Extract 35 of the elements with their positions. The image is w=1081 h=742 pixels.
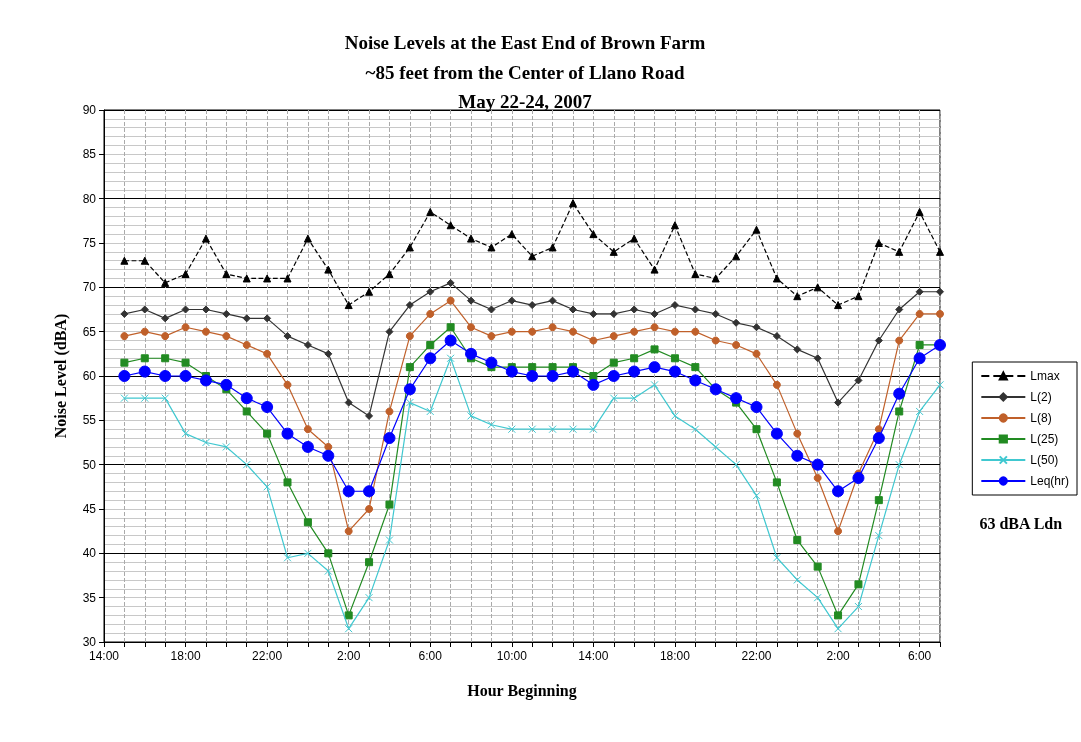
y-tick-label: 45	[82, 502, 97, 516]
legend-label: Lmax	[1030, 369, 1060, 383]
y-tick-label: 35	[82, 590, 97, 605]
y-tick-label: 30	[82, 635, 97, 649]
x-tick-label: 2:00	[826, 649, 851, 663]
x-tick-label: 14:00	[578, 649, 609, 663]
x-tick-label: 18:00	[170, 649, 201, 663]
y-axis-title: Noise Level (dBA)	[51, 313, 70, 439]
x-tick-label: 6:00	[907, 649, 932, 663]
chart-subtitle: ~85 feet from the Center of Llano Road May 22-24, 2007	[365, 62, 685, 112]
y-tick-label: 85	[82, 147, 97, 162]
y-tick-label: 75	[82, 236, 97, 250]
x-tick-label: 10:00	[496, 649, 528, 663]
y-tick-label: 55	[82, 413, 97, 428]
x-tick-label: 14:00	[88, 649, 120, 663]
legend-label: Leq(hr)	[1030, 474, 1069, 488]
y-tick-label: 50	[82, 457, 97, 472]
y-tick-label: 65	[82, 324, 97, 339]
legend-label: L(25)	[1030, 432, 1059, 446]
chart-title: Noise Levels at the East End of Brown Farm	[344, 32, 706, 53]
legend-label: L(2)	[1030, 390, 1052, 404]
x-tick-label: 2:00	[337, 649, 361, 663]
x-axis-title: Hour Beginning	[467, 681, 577, 700]
y-tick-label: 90	[82, 103, 97, 117]
x-tick-label: 18:00	[659, 649, 691, 663]
x-tick-label: 22:00	[252, 649, 283, 663]
y-tick-label: 70	[82, 280, 97, 295]
legend-label: L(50)	[1030, 453, 1059, 467]
x-tick-label: 22:00	[741, 649, 772, 663]
y-tick-label: 60	[82, 369, 97, 383]
y-tick-label: 40	[82, 546, 97, 561]
text: 63 dBA Ldn	[979, 514, 1063, 532]
y-tick-label: 80	[82, 191, 97, 206]
x-tick-label: 6:00	[418, 649, 443, 663]
legend-label: L(8)	[1030, 411, 1052, 425]
